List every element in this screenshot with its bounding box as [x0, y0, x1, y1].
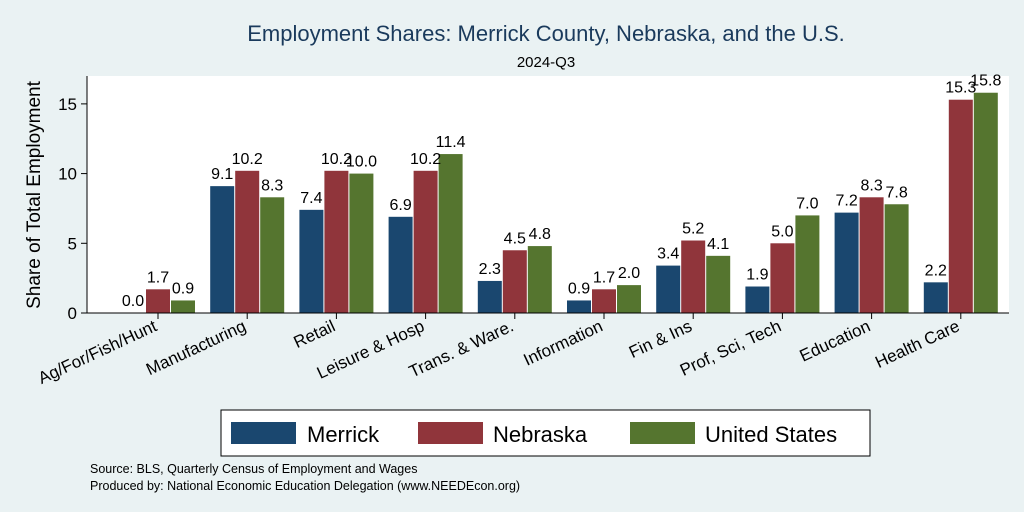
- bar: [324, 170, 349, 313]
- data-label: 4.5: [504, 230, 526, 247]
- bar: [834, 212, 859, 313]
- bar: [795, 215, 820, 313]
- data-label: 2.0: [618, 265, 640, 282]
- bar: [770, 243, 795, 313]
- bar: [349, 173, 374, 313]
- data-label: 1.9: [746, 267, 768, 284]
- bar: [299, 209, 324, 313]
- bar: [146, 289, 170, 313]
- data-label: 15.3: [945, 80, 976, 97]
- bar: [884, 204, 909, 313]
- data-label: 1.7: [593, 269, 615, 286]
- data-label: 10.2: [410, 151, 441, 168]
- data-label: 7.2: [835, 193, 857, 210]
- bar: [235, 170, 260, 313]
- data-label: 7.0: [796, 195, 818, 212]
- bar: [210, 186, 235, 313]
- legend-label-merrick: Merrick: [307, 422, 380, 447]
- data-label: 7.4: [300, 190, 322, 207]
- y-tick-label: 5: [68, 234, 77, 253]
- bar: [681, 240, 706, 313]
- data-label: 3.4: [657, 246, 679, 263]
- data-label: 8.3: [860, 177, 882, 194]
- data-label: 7.8: [885, 184, 907, 201]
- bar: [388, 216, 413, 313]
- y-axis: 0 5 10 15: [58, 76, 88, 323]
- bar: [567, 300, 591, 313]
- legend: Merrick Nebraska United States: [220, 409, 871, 457]
- data-label: 9.1: [211, 166, 233, 183]
- legend-swatch-merrick: [231, 422, 296, 444]
- y-tick-label: 0: [68, 304, 77, 323]
- bar: [706, 255, 731, 313]
- source-note: Source: BLS, Quarterly Census of Employm…: [90, 462, 417, 476]
- data-label: 2.3: [479, 261, 501, 278]
- bar: [617, 285, 641, 313]
- data-label: 10.2: [321, 151, 352, 168]
- bar: [923, 282, 948, 313]
- data-label: 0.0: [122, 293, 144, 310]
- legend-box: [220, 409, 871, 457]
- data-label: 8.3: [261, 177, 283, 194]
- bar: [859, 197, 884, 313]
- bar: [656, 265, 681, 313]
- chart-title: Employment Shares: Merrick County, Nebra…: [247, 21, 845, 46]
- bar: [745, 286, 770, 313]
- bar: [260, 197, 285, 313]
- bar: [592, 289, 616, 313]
- y-axis-label: Share of Total Employment: [24, 80, 45, 308]
- bar: [477, 280, 502, 313]
- data-label: 15.8: [970, 73, 1001, 90]
- bar: [527, 246, 552, 313]
- data-label: 11.4: [436, 134, 466, 151]
- legend-swatch-united-states: [630, 422, 695, 444]
- data-label: 0.9: [568, 280, 590, 297]
- y-tick-label: 10: [58, 165, 77, 184]
- bars-group: [146, 92, 998, 314]
- data-labels-group: 0.01.70.99.110.28.37.410.210.06.910.211.…: [122, 73, 1002, 310]
- data-label: 5.0: [771, 223, 793, 240]
- bar: [171, 300, 195, 313]
- chart-subtitle: 2024-Q3: [517, 54, 575, 71]
- bar: [438, 154, 463, 313]
- data-label: 4.1: [707, 236, 729, 253]
- data-label: 0.9: [172, 280, 194, 297]
- bar: [502, 250, 527, 313]
- data-label: 10.2: [232, 151, 263, 168]
- legend-label-nebraska: Nebraska: [493, 422, 588, 447]
- legend-label-united-states: United States: [705, 422, 837, 447]
- bar: [973, 92, 998, 314]
- produced-note: Produced by: National Economic Education…: [90, 479, 520, 493]
- bar: [948, 99, 973, 313]
- data-label: 4.8: [529, 226, 551, 243]
- bar: [413, 170, 438, 313]
- legend-swatch-nebraska: [418, 422, 483, 444]
- data-label: 5.2: [682, 221, 704, 238]
- data-label: 1.7: [147, 269, 169, 286]
- data-label: 2.2: [925, 262, 947, 279]
- data-label: 10.0: [346, 154, 377, 171]
- y-tick-label: 15: [58, 95, 77, 114]
- data-label: 6.9: [389, 197, 411, 214]
